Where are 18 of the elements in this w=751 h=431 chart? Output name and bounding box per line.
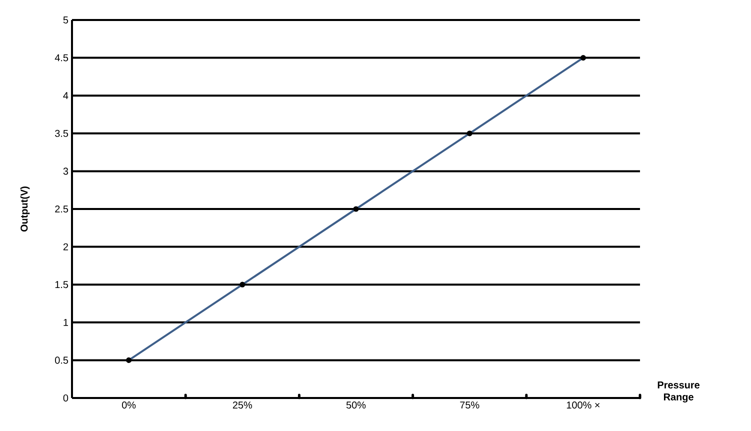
x-tick-label: 0% bbox=[122, 402, 136, 409]
x-tick-label: 100% × bbox=[566, 402, 600, 409]
y-tick-label: 4.5 bbox=[54, 54, 68, 62]
y-tick-label: 3 bbox=[63, 168, 68, 175]
x-tick-label: 50% bbox=[346, 402, 366, 409]
y-tick-label: 0 bbox=[63, 394, 68, 402]
y-tick-label: 3.5 bbox=[55, 130, 68, 137]
y-tick-label: 2 bbox=[63, 243, 68, 250]
y-axis-title: Output(V) bbox=[20, 186, 30, 232]
x-tick-label: 75% bbox=[460, 402, 480, 409]
y-tick-label: 4 bbox=[63, 92, 68, 100]
y-tick-label: 2.5 bbox=[55, 205, 68, 213]
x-tick-label: 25% bbox=[232, 402, 252, 409]
y-tick-label: 5 bbox=[63, 16, 68, 24]
x-axis-title: Pressure Range bbox=[658, 382, 700, 402]
y-tick-label: 0.5 bbox=[55, 356, 68, 364]
y-tick-label: 1.5 bbox=[55, 281, 68, 288]
y-tick-label: 1 bbox=[64, 318, 68, 326]
